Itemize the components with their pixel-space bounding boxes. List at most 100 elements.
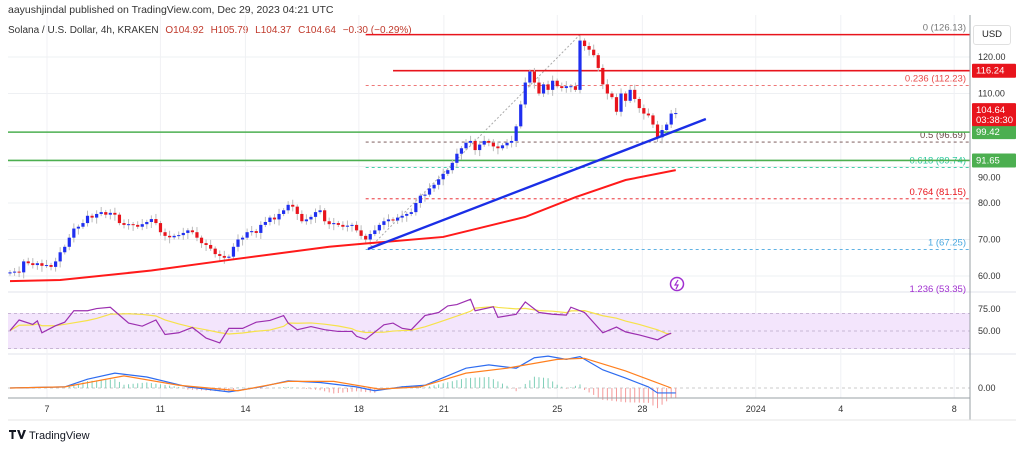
candle (446, 167, 450, 176)
price-tick-label: 80.00 (978, 198, 1001, 208)
candle-body (259, 224, 263, 233)
price-level-badge: 116.24 (976, 66, 1004, 77)
candle-body (624, 93, 628, 101)
rsi-tick-label: 50.00 (978, 326, 1001, 336)
currency-button[interactable]: USD (973, 25, 1011, 45)
candle (427, 183, 432, 197)
candle (610, 91, 614, 100)
candle-body (72, 228, 76, 238)
candle (158, 220, 163, 236)
candle (204, 239, 208, 251)
candle-body (546, 84, 550, 90)
candle-body (446, 170, 450, 174)
candle (628, 86, 632, 103)
candle (646, 108, 650, 118)
candle (126, 219, 131, 230)
candle-body (8, 272, 12, 274)
candle-body (628, 89, 632, 101)
candle-body (605, 84, 609, 94)
candle (459, 146, 464, 160)
candle (441, 168, 445, 186)
candle-body (633, 89, 637, 99)
candle (163, 228, 167, 241)
candle (473, 138, 477, 155)
candle (313, 208, 318, 223)
candle (54, 257, 58, 272)
candle (190, 226, 194, 235)
lightning-icon[interactable] (669, 276, 685, 292)
candle (505, 139, 509, 149)
candle-body (245, 232, 249, 238)
candle-body (491, 142, 495, 147)
candle (145, 219, 149, 229)
candle-body (117, 214, 122, 224)
time-tick-label: 2024 (746, 404, 766, 414)
candle-body (81, 223, 85, 227)
candle (236, 234, 240, 252)
candle (432, 182, 436, 192)
candle-body (95, 213, 99, 218)
candle-body (405, 213, 409, 216)
candle-body (573, 86, 578, 90)
candle (373, 225, 377, 237)
candle-body (560, 86, 564, 89)
candle (560, 82, 564, 92)
candle-body (432, 184, 436, 189)
tradingview-logo[interactable]: TradingView (9, 430, 90, 442)
candle (596, 52, 600, 72)
candle-body (500, 145, 505, 149)
candle-body (240, 237, 245, 240)
symbol-name[interactable]: Solana / U.S. Dollar, 4h, KRAKEN (8, 25, 159, 36)
candle-body (596, 55, 600, 68)
fib-level-label: 1 (67.25) (928, 238, 966, 249)
time-tick-label: 11 (156, 404, 165, 414)
last-price-badge-bg (972, 103, 1016, 127)
candle (209, 239, 213, 251)
candle-body (464, 142, 468, 149)
candle-body (578, 40, 582, 90)
candle-body (318, 210, 322, 213)
trendline[interactable] (367, 117, 707, 251)
candle (405, 211, 409, 222)
candle (592, 44, 596, 58)
candle-body (519, 104, 523, 127)
candle (327, 217, 331, 229)
candle-body (104, 212, 108, 215)
candle-body (126, 224, 131, 226)
candle-body (437, 179, 441, 185)
candle-body (364, 235, 368, 240)
candle-body (35, 263, 39, 266)
candle (254, 228, 258, 238)
price-tick-label: 90.00 (978, 173, 1001, 183)
candle (67, 234, 71, 251)
candle-body (569, 86, 573, 88)
candle (546, 80, 550, 95)
candle-body (90, 215, 94, 218)
candle-body (254, 231, 258, 233)
candle (409, 208, 413, 217)
candle-body (505, 142, 509, 146)
candle-body (450, 162, 454, 171)
candle (259, 221, 263, 239)
candle-body (614, 97, 619, 112)
candle-body (286, 204, 290, 211)
candle-body (551, 80, 555, 90)
candle (309, 214, 313, 225)
price-tick-label: 120.00 (978, 52, 1006, 62)
candle (386, 214, 391, 228)
candle-body (309, 216, 313, 220)
candle-body (186, 230, 190, 233)
candle-body (637, 98, 641, 109)
candle (573, 82, 578, 93)
candle-body (564, 86, 568, 89)
candle-body (514, 126, 518, 141)
candle-body (482, 140, 486, 145)
candle-body (300, 213, 304, 222)
candle-body (277, 213, 281, 220)
price-level-badge-bg (972, 125, 1016, 140)
candle (523, 77, 527, 108)
candle-body (418, 195, 422, 203)
candle-body (386, 219, 391, 222)
candle (99, 207, 103, 217)
